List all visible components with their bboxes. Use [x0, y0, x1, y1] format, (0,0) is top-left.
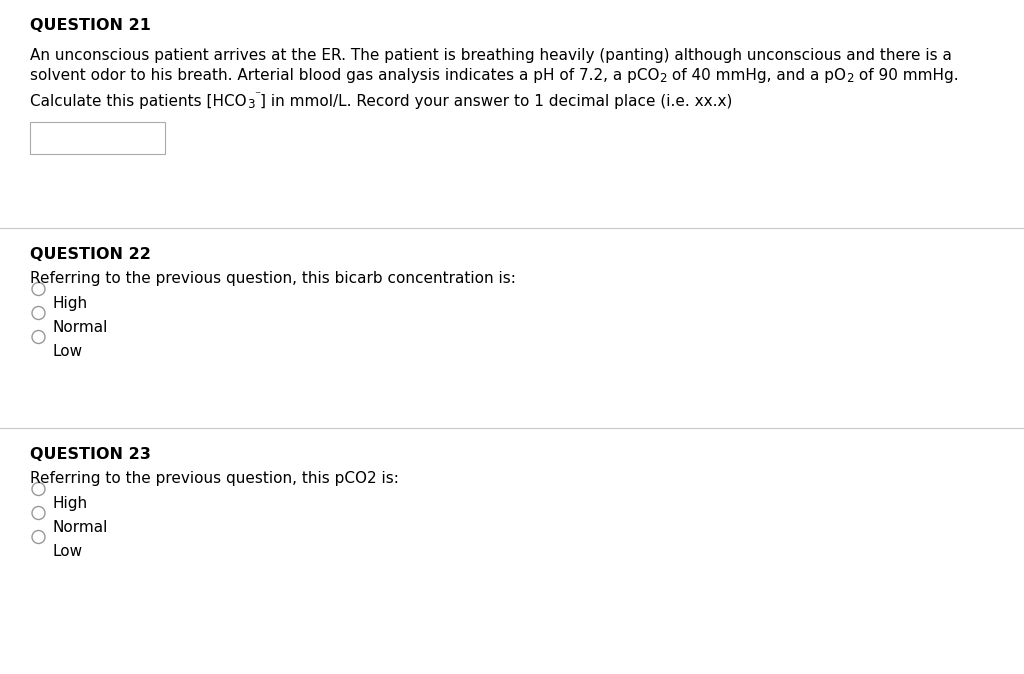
Text: 2: 2: [846, 72, 854, 85]
Text: solvent odor to his breath. Arterial blood gas analysis indicates a pH of 7.2, a: solvent odor to his breath. Arterial blo…: [30, 68, 659, 83]
FancyBboxPatch shape: [30, 122, 165, 154]
Text: Referring to the previous question, this bicarb concentration is:: Referring to the previous question, this…: [30, 271, 516, 286]
Text: Normal: Normal: [53, 320, 109, 335]
Text: QUESTION 21: QUESTION 21: [30, 18, 151, 33]
Text: High: High: [53, 496, 88, 511]
Text: ⁻: ⁻: [254, 89, 260, 102]
Text: Calculate this patients [HCO: Calculate this patients [HCO: [30, 94, 247, 109]
Text: 3: 3: [247, 98, 254, 111]
Text: QUESTION 22: QUESTION 22: [30, 247, 151, 262]
Text: of 90 mmHg.: of 90 mmHg.: [854, 68, 958, 83]
Text: An unconscious patient arrives at the ER. The patient is breathing heavily (pant: An unconscious patient arrives at the ER…: [30, 48, 952, 63]
Text: High: High: [53, 296, 88, 311]
Text: 2: 2: [659, 72, 667, 85]
Text: of 40 mmHg, and a pO: of 40 mmHg, and a pO: [667, 68, 846, 83]
Text: QUESTION 23: QUESTION 23: [30, 447, 151, 462]
Text: Low: Low: [53, 344, 83, 359]
Text: ] in mmol/L. Record your answer to 1 decimal place (i.e. xx.x): ] in mmol/L. Record your answer to 1 dec…: [260, 94, 733, 109]
Text: Normal: Normal: [53, 520, 109, 535]
Text: Referring to the previous question, this pCO2 is:: Referring to the previous question, this…: [30, 471, 399, 486]
Text: Low: Low: [53, 544, 83, 559]
